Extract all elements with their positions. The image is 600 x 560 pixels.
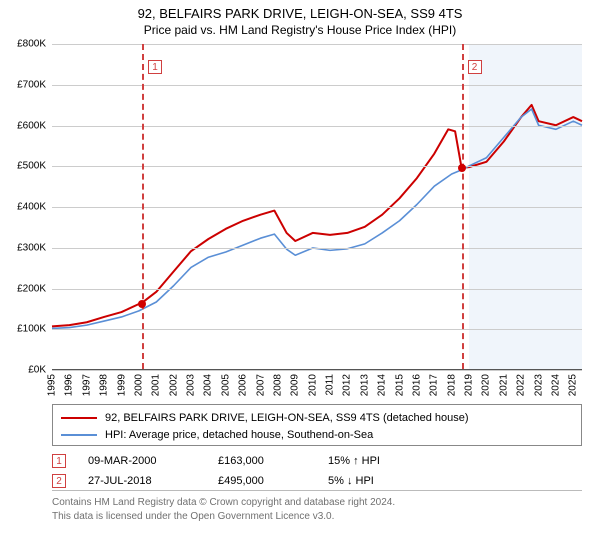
title-line1: 92, BELFAIRS PARK DRIVE, LEIGH-ON-SEA, S… [0, 6, 600, 21]
data-point-marker [138, 300, 146, 308]
x-tick-label: 2008 [272, 374, 283, 396]
y-tick-label: £400K [2, 202, 46, 213]
grid-line [52, 126, 582, 127]
x-tick-label: 2010 [307, 374, 318, 396]
event-line [462, 44, 464, 369]
grid-line [52, 370, 582, 371]
y-tick-label: £0K [2, 365, 46, 376]
y-tick-label: £300K [2, 242, 46, 253]
arrow-down-icon: ↓ [347, 475, 353, 487]
x-tick-label: 2016 [411, 374, 422, 396]
legend-row: 92, BELFAIRS PARK DRIVE, LEIGH-ON-SEA, S… [61, 409, 573, 426]
x-tick-label: 2017 [429, 374, 440, 396]
title-block: 92, BELFAIRS PARK DRIVE, LEIGH-ON-SEA, S… [0, 0, 600, 37]
x-tick-label: 2012 [342, 374, 353, 396]
chart-container: 92, BELFAIRS PARK DRIVE, LEIGH-ON-SEA, S… [0, 0, 600, 560]
transaction-date: 27-JUL-2018 [88, 475, 218, 487]
grid-line [52, 329, 582, 330]
x-tick-label: 2025 [568, 374, 579, 396]
transaction-pct: 5% ↓ HPI [328, 475, 374, 487]
event-marker: 1 [148, 60, 162, 74]
x-tick-label: 2001 [151, 374, 162, 396]
grid-line [52, 44, 582, 45]
x-tick-label: 2019 [464, 374, 475, 396]
x-axis-labels: 1995199619971998199920002001200220032004… [52, 372, 582, 400]
legend-swatch [61, 417, 97, 419]
plot-area: £0K£100K£200K£300K£400K£500K£600K£700K£8… [52, 44, 582, 370]
footer-divider [52, 490, 582, 491]
y-tick-label: £700K [2, 79, 46, 90]
transaction-pct: 15% ↑ HPI [328, 455, 380, 467]
y-tick-label: £600K [2, 120, 46, 131]
grid-line [52, 207, 582, 208]
legend-swatch [61, 434, 97, 436]
transaction-date: 09-MAR-2000 [88, 455, 218, 467]
grid-line [52, 248, 582, 249]
footer-text: Contains HM Land Registry data © Crown c… [52, 496, 582, 523]
grid-line [52, 289, 582, 290]
x-tick-label: 1995 [47, 374, 58, 396]
x-tick-label: 2000 [133, 374, 144, 396]
transaction-marker: 2 [52, 474, 66, 488]
x-tick-label: 2005 [220, 374, 231, 396]
transaction-price: £495,000 [218, 475, 328, 487]
x-tick-label: 2009 [290, 374, 301, 396]
footer-line2: This data is licensed under the Open Gov… [52, 510, 582, 524]
title-line2: Price paid vs. HM Land Registry's House … [0, 23, 600, 37]
y-tick-label: £500K [2, 161, 46, 172]
transaction-row: 1 09-MAR-2000 £163,000 15% ↑ HPI [52, 452, 582, 470]
x-tick-label: 1997 [81, 374, 92, 396]
x-tick-label: 2007 [255, 374, 266, 396]
x-tick-label: 2022 [516, 374, 527, 396]
x-tick-label: 2011 [325, 374, 336, 396]
x-tick-label: 2002 [168, 374, 179, 396]
x-tick-label: 1996 [64, 374, 75, 396]
legend-label: 92, BELFAIRS PARK DRIVE, LEIGH-ON-SEA, S… [105, 412, 469, 424]
arrow-up-icon: ↑ [353, 455, 359, 467]
x-tick-label: 2013 [359, 374, 370, 396]
legend-row: HPI: Average price, detached house, Sout… [61, 426, 573, 443]
grid-line [52, 85, 582, 86]
x-tick-label: 2020 [481, 374, 492, 396]
x-tick-label: 2006 [238, 374, 249, 396]
x-tick-label: 2015 [394, 374, 405, 396]
x-tick-label: 1999 [116, 374, 127, 396]
transaction-marker: 1 [52, 454, 66, 468]
chart-wrapper: £0K£100K£200K£300K£400K£500K£600K£700K£8… [0, 44, 600, 400]
grid-line [52, 166, 582, 167]
legend-box: 92, BELFAIRS PARK DRIVE, LEIGH-ON-SEA, S… [52, 404, 582, 446]
legend-label: HPI: Average price, detached house, Sout… [105, 429, 373, 441]
x-tick-label: 2018 [446, 374, 457, 396]
x-tick-label: 2003 [186, 374, 197, 396]
x-tick-label: 2024 [550, 374, 561, 396]
x-tick-label: 2014 [377, 374, 388, 396]
y-tick-label: £200K [2, 283, 46, 294]
footer-line1: Contains HM Land Registry data © Crown c… [52, 496, 582, 510]
x-tick-label: 1998 [99, 374, 110, 396]
y-tick-label: £100K [2, 324, 46, 335]
data-point-marker [458, 164, 466, 172]
event-line [142, 44, 144, 369]
event-marker: 2 [468, 60, 482, 74]
x-tick-label: 2023 [533, 374, 544, 396]
x-tick-label: 2021 [498, 374, 509, 396]
transaction-price: £163,000 [218, 455, 328, 467]
y-tick-label: £800K [2, 39, 46, 50]
transaction-row: 2 27-JUL-2018 £495,000 5% ↓ HPI [52, 472, 582, 490]
x-tick-label: 2004 [203, 374, 214, 396]
